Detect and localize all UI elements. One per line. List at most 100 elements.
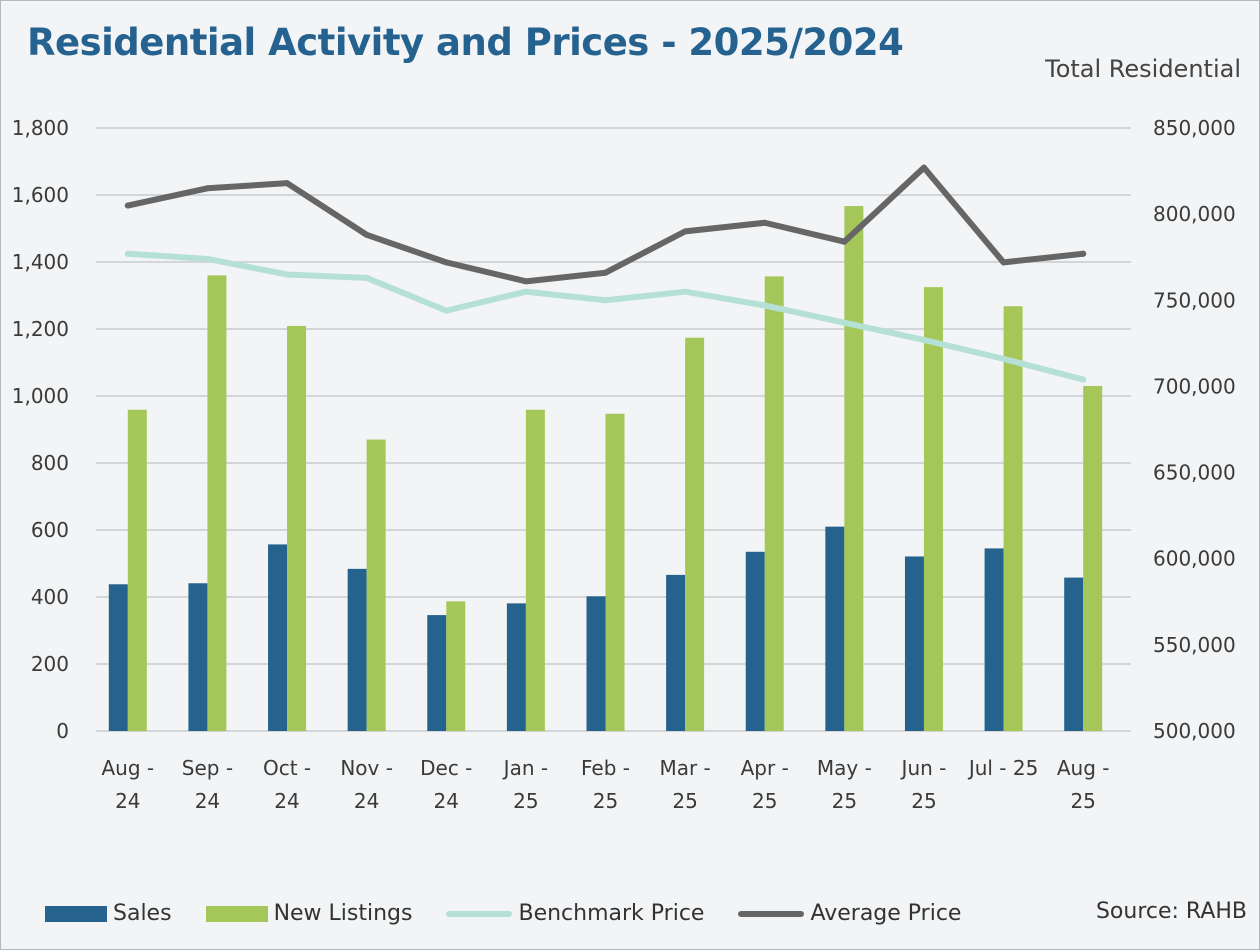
y-tick-label-right: 500,000 bbox=[1153, 719, 1236, 743]
line-average-price-point bbox=[522, 278, 529, 285]
x-tick-label: 24 bbox=[115, 789, 140, 813]
line-benchmark-price-point bbox=[1000, 355, 1007, 362]
x-tick-label: Nov - bbox=[340, 756, 393, 780]
bar-new-listings bbox=[923, 287, 943, 731]
x-tick-label: Jan - bbox=[502, 756, 548, 780]
x-tick-label: Jun - bbox=[900, 756, 947, 780]
bar-sales bbox=[427, 615, 447, 731]
x-tick-label: Feb - bbox=[581, 756, 630, 780]
legend-item-new-listings: New Listings bbox=[205, 901, 413, 926]
legend-item-sales: Sales bbox=[45, 901, 172, 926]
bar-new-listings bbox=[525, 409, 545, 731]
bar-new-listings bbox=[605, 413, 625, 731]
x-tick-label: Mar - bbox=[659, 756, 710, 780]
bar-new-listings bbox=[685, 337, 705, 731]
legend-label-sales: Sales bbox=[113, 901, 172, 926]
line-average-price-point bbox=[761, 219, 768, 226]
x-tick-label: Aug - bbox=[1057, 756, 1110, 780]
y-tick-label-left: 600 bbox=[31, 518, 69, 542]
x-tick-label: Sep - bbox=[182, 756, 233, 780]
x-tick-label: 25 bbox=[672, 789, 697, 813]
line-average-price-point bbox=[363, 231, 370, 238]
line-benchmark-price-point bbox=[682, 288, 689, 295]
y-tick-label-left: 1,000 bbox=[12, 384, 69, 408]
chart-title: Residential Activity and Prices - 2025/2… bbox=[27, 21, 904, 64]
y-tick-label-left: 200 bbox=[31, 652, 69, 676]
line-average-price-point bbox=[284, 180, 291, 187]
y-tick-label-left: 1,200 bbox=[12, 317, 69, 341]
y-tick-label-right: 700,000 bbox=[1153, 374, 1236, 398]
legend-label-benchmark-price: Benchmark Price bbox=[518, 901, 705, 926]
y-tick-label-right: 800,000 bbox=[1153, 202, 1236, 226]
bar-new-listings bbox=[446, 601, 466, 731]
bar-new-listings bbox=[1003, 306, 1023, 731]
line-benchmark-price-point bbox=[761, 302, 768, 309]
line-average-price-point bbox=[841, 238, 848, 245]
x-tick-label: Jul - 25 bbox=[967, 756, 1039, 780]
legend-swatch-sales bbox=[45, 905, 107, 922]
x-axis: Aug - 24 Sep - 24 Oct - 24 Nov - 24 Dec - 24 Jan -… bbox=[101, 756, 1109, 813]
y-tick-label-right: 850,000 bbox=[1153, 116, 1236, 140]
left-axis: 0 200 400 600 800 1,000 1,200 1,400 1,600 1,800 bbox=[12, 116, 69, 743]
x-tick-label: 25 bbox=[593, 789, 618, 813]
x-tick-label: 24 bbox=[434, 789, 459, 813]
bar-sales bbox=[506, 603, 526, 731]
y-tick-label-left: 1,400 bbox=[12, 250, 69, 274]
x-tick-label: Dec - bbox=[420, 756, 472, 780]
bar-new-listings bbox=[127, 409, 147, 731]
line-benchmark-price-point bbox=[522, 288, 529, 295]
bar-new-listings bbox=[207, 275, 227, 731]
bar-new-listings bbox=[844, 206, 864, 731]
line-average-price-point bbox=[602, 269, 609, 276]
line-benchmark-price-point bbox=[443, 307, 450, 314]
line-average-price-point bbox=[124, 202, 131, 209]
x-tick-label: Apr - bbox=[741, 756, 789, 780]
y-tick-label-left: 1,800 bbox=[12, 116, 69, 140]
bar-new-listings bbox=[764, 276, 784, 731]
line-benchmark-price-point bbox=[1080, 376, 1087, 383]
line-benchmark-price-point bbox=[602, 297, 609, 304]
bar-sales bbox=[586, 596, 606, 731]
chart-legend: Sales New Listings Benchmark Price Avera… bbox=[45, 901, 995, 926]
lines bbox=[124, 164, 1087, 383]
legend-swatch-average-price bbox=[738, 910, 805, 917]
x-tick-label: Aug - bbox=[101, 756, 154, 780]
bar-sales bbox=[108, 584, 128, 731]
legend-item-benchmark-price: Benchmark Price bbox=[446, 901, 704, 926]
line-benchmark-price-point bbox=[284, 271, 291, 278]
x-tick-label: 24 bbox=[195, 789, 220, 813]
y-tick-label-right: 650,000 bbox=[1153, 461, 1236, 485]
y-tick-label-left: 800 bbox=[31, 451, 69, 475]
x-tick-label: 25 bbox=[911, 789, 936, 813]
bar-sales bbox=[347, 568, 367, 731]
line-average-price bbox=[124, 164, 1087, 285]
line-average-price-point bbox=[1000, 259, 1007, 266]
bar-new-listings bbox=[1083, 385, 1103, 731]
x-tick-label: 25 bbox=[832, 789, 857, 813]
y-tick-label-left: 400 bbox=[31, 585, 69, 609]
x-tick-label: 24 bbox=[274, 789, 299, 813]
line-benchmark-price-point bbox=[204, 255, 211, 262]
line-benchmark-price-point bbox=[363, 274, 370, 281]
y-tick-label-left: 0 bbox=[56, 719, 69, 743]
x-tick-label: Oct - bbox=[263, 756, 311, 780]
source-note: Source: RAHB bbox=[1095, 899, 1247, 924]
bar-sales bbox=[268, 544, 288, 731]
line-average-price-point bbox=[682, 228, 689, 235]
bar-new-listings bbox=[366, 439, 386, 731]
x-tick-label: 25 bbox=[513, 789, 538, 813]
chart-subtitle: Total Residential bbox=[1045, 55, 1241, 83]
x-tick-label: 25 bbox=[1070, 789, 1095, 813]
x-tick-label: May - bbox=[817, 756, 872, 780]
line-average-price-point bbox=[204, 185, 211, 192]
bar-sales bbox=[188, 583, 208, 731]
bar-sales bbox=[666, 574, 686, 731]
line-average-price-point bbox=[1080, 250, 1087, 257]
line-benchmark-price-point bbox=[124, 250, 131, 257]
legend-label-new-listings: New Listings bbox=[273, 901, 413, 926]
legend-item-average-price: Average Price bbox=[738, 901, 961, 926]
legend-label-average-price: Average Price bbox=[810, 901, 962, 926]
bar-sales bbox=[984, 548, 1004, 731]
bar-sales bbox=[904, 556, 924, 731]
